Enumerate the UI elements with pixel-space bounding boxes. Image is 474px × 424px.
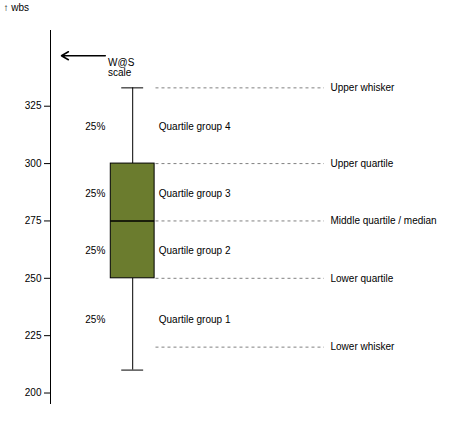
svg-text:Middle quartile / median: Middle quartile / median: [331, 215, 437, 226]
svg-text:Quartile group 1: Quartile group 1: [159, 314, 231, 325]
svg-text:Quartile group 4: Quartile group 4: [159, 121, 231, 132]
svg-text:W@Sscale: W@Sscale: [108, 57, 135, 78]
svg-text:Upper whisker: Upper whisker: [331, 82, 396, 93]
svg-text:25%: 25%: [85, 314, 105, 325]
svg-text:25%: 25%: [85, 188, 105, 199]
svg-text:250: 250: [25, 273, 42, 284]
svg-text:325: 325: [25, 100, 42, 111]
svg-text:200: 200: [25, 387, 42, 398]
svg-text:300: 300: [25, 158, 42, 169]
svg-text:Lower quartile: Lower quartile: [331, 273, 394, 284]
svg-text:25%: 25%: [85, 121, 105, 132]
svg-text:Upper quartile: Upper quartile: [331, 158, 394, 169]
svg-text:Quartile group 3: Quartile group 3: [159, 188, 231, 199]
svg-text:275: 275: [25, 215, 42, 226]
svg-text:Lower whisker: Lower whisker: [331, 341, 396, 352]
svg-text:Quartile group 2: Quartile group 2: [159, 245, 231, 256]
svg-text:225: 225: [25, 330, 42, 341]
svg-text:↑ wbs: ↑ wbs: [4, 2, 30, 13]
svg-text:25%: 25%: [85, 245, 105, 256]
